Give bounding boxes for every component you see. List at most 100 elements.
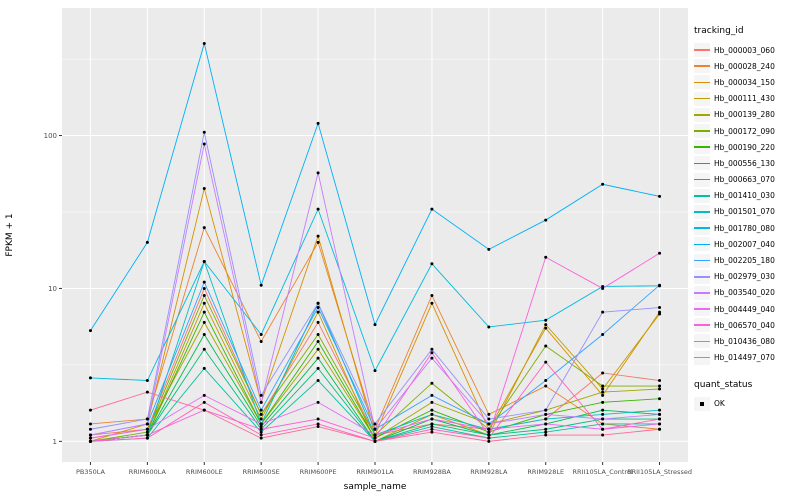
data-point [544,379,548,383]
data-point [658,312,662,316]
data-point [373,436,377,440]
data-point [373,427,377,431]
x-tick-label: RRIM928BA [413,468,451,476]
data-point [544,422,548,426]
data-point [544,344,548,348]
data-point [88,408,92,412]
data-point [259,283,263,287]
data-point [430,301,434,305]
legend-label: Hb_000556_130 [714,158,775,168]
data-point [544,323,548,327]
data-point [202,286,206,290]
legend-item-Hb_000190_220: Hb_000190_220 [694,139,798,155]
legend-item-Hb_000034_150: Hb_000034_150 [694,74,798,90]
series-color-line-icon [694,81,710,84]
x-tick-label: RRII105LA_Stressed [627,468,692,476]
data-point [487,439,491,443]
data-point [487,247,491,251]
data-point [601,286,605,290]
legend-key-line-icon [694,253,710,268]
data-point [316,379,320,383]
data-point [487,436,491,440]
data-point [658,397,662,401]
legend-label-ok: OK [714,399,725,409]
legend-item-Hb_000556_130: Hb_000556_130 [694,155,798,171]
data-point [487,427,491,431]
data-point [202,130,206,134]
data-point [145,433,149,437]
data-point [373,323,377,327]
legend-key-line-icon [694,75,710,90]
legend-item-ok: OK [694,396,798,412]
data-point [202,293,206,297]
data-point [316,207,320,211]
legend-key-line-icon [694,156,710,171]
data-point [202,260,206,264]
series-color-line-icon [694,340,710,343]
legend-label: Hb_000139_280 [714,110,775,120]
data-point [316,339,320,343]
legend-label: Hb_002979_030 [714,272,775,282]
legend-item-Hb_000028_240: Hb_000028_240 [694,58,798,74]
ok-point-icon [694,396,710,411]
data-point [88,439,92,443]
data-point [316,332,320,336]
data-point [658,417,662,421]
series-color-line-icon [694,324,710,327]
data-point [430,356,434,360]
data-point [259,412,263,416]
data-point [316,417,320,421]
legend: tracking_id Hb_000003_060 Hb_000028_240 Hb… [694,26,798,412]
data-point [658,251,662,255]
data-point [487,325,491,329]
data-point [259,433,263,437]
legend-key-line-icon [694,221,710,236]
legend-label: Hb_000003_060 [714,45,775,55]
data-point [658,283,662,287]
series-color-line-icon [694,275,710,278]
legend-item-Hb_001780_080: Hb_001780_080 [694,220,798,236]
data-point [430,381,434,385]
series-color-line-icon [694,162,710,165]
legend-item-Hb_001501_070: Hb_001501_070 [694,204,798,220]
legend-item-Hb_002205_180: Hb_002205_180 [694,252,798,268]
data-point [316,425,320,429]
data-point [202,226,206,230]
data-point [145,417,149,421]
data-point [430,425,434,429]
legend-key-line-icon [694,107,710,122]
data-point [658,384,662,388]
data-point [601,422,605,426]
legend-key-line-icon [694,140,710,155]
series-color-line-icon [694,65,710,68]
data-point [487,417,491,421]
legend-item-Hb_000111_430: Hb_000111_430 [694,91,798,107]
data-point [202,366,206,370]
series-color-line-icon [694,97,710,100]
data-point [544,255,548,259]
data-point [316,306,320,310]
data-point [430,417,434,421]
data-point [601,417,605,421]
legend-label: Hb_003540_020 [714,288,775,298]
legend-key-line-icon [694,91,710,106]
x-axis-title: sample_name [344,482,407,492]
series-color-line-icon [694,227,710,229]
x-tick-label: RRII105LA_Control [573,468,633,476]
data-point [658,427,662,431]
data-point [316,310,320,314]
data-point [88,329,92,333]
data-point [430,408,434,412]
data-point [430,430,434,434]
data-point [316,366,320,370]
plot-layers: 1 10 100 PB350LA RRIM600LA RRIM600LE RRIM600SE… [44,8,692,476]
legend-key-line-icon [694,188,710,203]
data-point [601,393,605,397]
legend-label: Hb_000028_240 [714,61,775,71]
data-point [430,351,434,355]
data-point [316,171,320,175]
data-point [88,433,92,437]
data-point [544,430,548,434]
data-point [430,393,434,397]
data-point [430,207,434,211]
